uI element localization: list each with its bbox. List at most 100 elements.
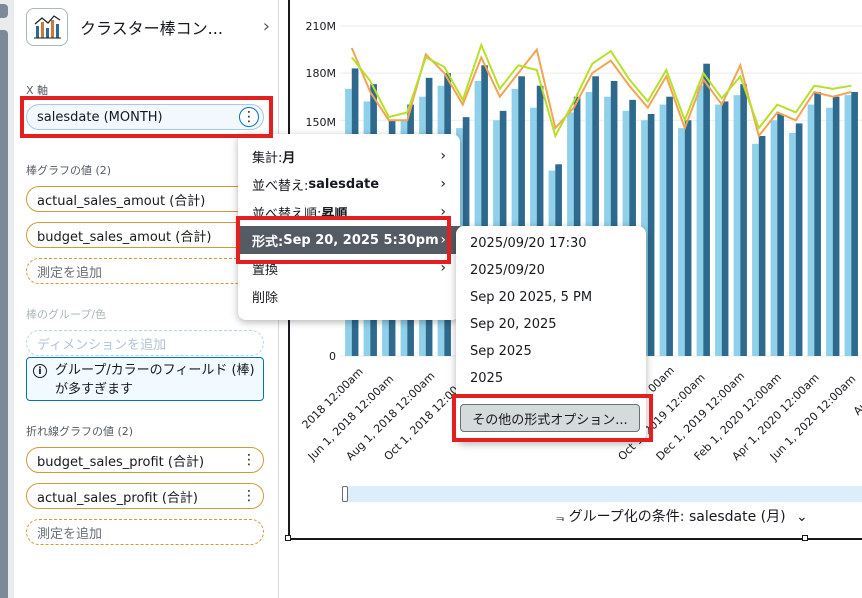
field-options-kebab-icon[interactable]: ⋮ [239,107,259,127]
bar-field-name: actual_sales_amout (合計) [37,193,206,209]
bar-actual [703,63,710,356]
add-dimension-label: ディメンションを追加 [37,337,167,353]
menu-item-aggregate[interactable]: 集計: 月 › [238,142,460,170]
field-options-kebab-icon[interactable]: ⋮ [242,452,256,468]
line-field-name: budget_sales_profit (合計) [37,454,205,470]
bar-actual [721,101,729,356]
chevron-right-icon: › [440,204,446,220]
format-option[interactable]: 2025/09/20 17:30 [470,236,587,251]
format-option[interactable]: Sep 20 2025, 5 PM [470,290,593,305]
more-format-options-button[interactable]: その他の形式オプション... [460,404,640,432]
bar-actual [481,65,488,357]
bar-budget [678,128,685,356]
bar-actual [666,96,673,356]
series-line [350,47,852,139]
range-handle[interactable] [342,486,348,502]
bar-budget [659,104,667,356]
menu-item-delete[interactable]: 削除 [238,282,460,310]
bar-actual [740,84,747,357]
bar-budget [474,81,482,356]
bar-actual [592,76,599,357]
chevron-right-icon: › [440,232,446,248]
bar-field-pill-1[interactable]: actual_sales_amout (合計) [26,186,264,212]
menu-item-sort[interactable]: 並べ替え: salesdate › [238,170,460,198]
add-measure-button-2[interactable]: 測定を追加 [26,519,264,545]
visual-type-title: クラスター棒コン... [80,19,223,38]
bar-field-pill-2[interactable]: budget_sales_amout (合計) [26,222,264,248]
line-field-pill-2[interactable]: actual_sales_profit (合計) ⋮ [26,483,264,509]
bar-field-name: budget_sales_amout (合計) [37,229,212,245]
bar-budget [807,104,815,356]
format-option[interactable]: Sep 20, 2025 [470,317,557,332]
line-values-label: 折れ線グラフの値 (2) [26,425,134,438]
menu-item-label: 並べ替え: [252,178,309,194]
chevron-right-icon: › [440,176,446,192]
chevron-down-icon: ⌄ [796,509,808,525]
field-options-kebab-icon[interactable]: ⋮ [242,488,256,504]
menu-item-value: 月 [282,150,296,166]
vertical-scrollbar[interactable] [0,30,8,598]
chart-range-scrollbar[interactable] [342,486,862,502]
menu-item-sort-order[interactable]: 並べ替え順: 昇順 › [238,198,460,226]
menu-item-replace[interactable]: 置換 › [238,254,460,282]
add-measure-button[interactable]: 測定を追加 [26,258,264,284]
bar-budget [752,143,759,356]
bar-actual [814,92,821,356]
bar-actual [518,76,525,357]
menu-item-label: 集計: [252,150,283,166]
menu-item-label: 形式: [252,234,284,250]
y-tick: 210M [305,20,337,33]
group-by-control[interactable]: ⫬ グループ化の条件: salesdate (月) ⌄ [556,506,808,526]
menu-item-format[interactable]: 形式: Sep 20, 2025 5:30pm › [238,226,460,254]
series-line [351,42,852,139]
resize-handle[interactable] [285,535,291,541]
chevron-right-icon: › [440,260,446,276]
line-field-pill-1[interactable]: budget_sales_profit (合計) ⋮ [26,447,264,473]
info-alert: i グループ/カラーのフィールド (棒) が多すぎます [26,357,264,401]
group-by-label: グループ化の条件: salesdate (月) [568,509,786,525]
chevron-right-icon: › [440,148,446,164]
resize-handle[interactable] [802,535,808,541]
left-gutter [0,0,14,598]
bar-actual [851,92,858,356]
menu-item-value: Sep 20, 2025 5:30pm [283,232,439,248]
bar-budget [844,95,852,357]
bar-budget [715,104,722,356]
y-tick: 0 [329,350,336,363]
gutter-scroll-cap [0,4,8,18]
x-axis-label: X 軸 [26,84,49,97]
format-option[interactable]: Sep 2025 [470,344,532,359]
bar-budget [733,95,741,357]
bar-actual [684,120,692,357]
bar-actual [832,96,840,356]
bar-budget [789,132,796,356]
menu-item-value: 昇順 [321,206,348,222]
line-field-name: actual_sales_profit (合計) [37,490,198,506]
x-axis-field-pill[interactable]: salesdate (MONTH) ⋮ [26,104,264,130]
bar-budget [826,107,833,356]
menu-item-label: 削除 [252,290,279,306]
bar-budget [511,88,519,356]
y-tick: 180M [305,67,337,80]
visual-type-selector[interactable]: クラスター棒コン... › [26,6,272,48]
bar-budget [770,120,778,357]
bar-actual [647,114,655,356]
menu-item-label: 置換 [252,262,279,278]
bar-values-label: 棒グラフの値 (2) [26,164,112,177]
bar-budget [585,92,593,356]
info-alert-text: グループ/カラーのフィールド (棒) が多すぎます [55,363,255,397]
menu-item-label: 並べ替え順: [252,206,322,222]
format-option[interactable]: 2025/09/20 [470,263,545,278]
format-option[interactable]: 2025 [470,371,504,386]
bar-budget [696,85,704,356]
bar-actual [795,123,803,356]
add-measure-label: 測定を追加 [37,526,103,542]
bar-actual [777,114,784,356]
y-tick: 150M [305,116,337,129]
add-dimension-button[interactable]: ディメンションを追加 [26,330,264,356]
chevron-right-icon[interactable]: › [262,16,270,37]
group-by-icon: ⫬ [556,509,565,525]
add-measure-label: 測定を追加 [37,265,103,281]
group-color-label: 棒のグループ/色 [26,308,107,321]
